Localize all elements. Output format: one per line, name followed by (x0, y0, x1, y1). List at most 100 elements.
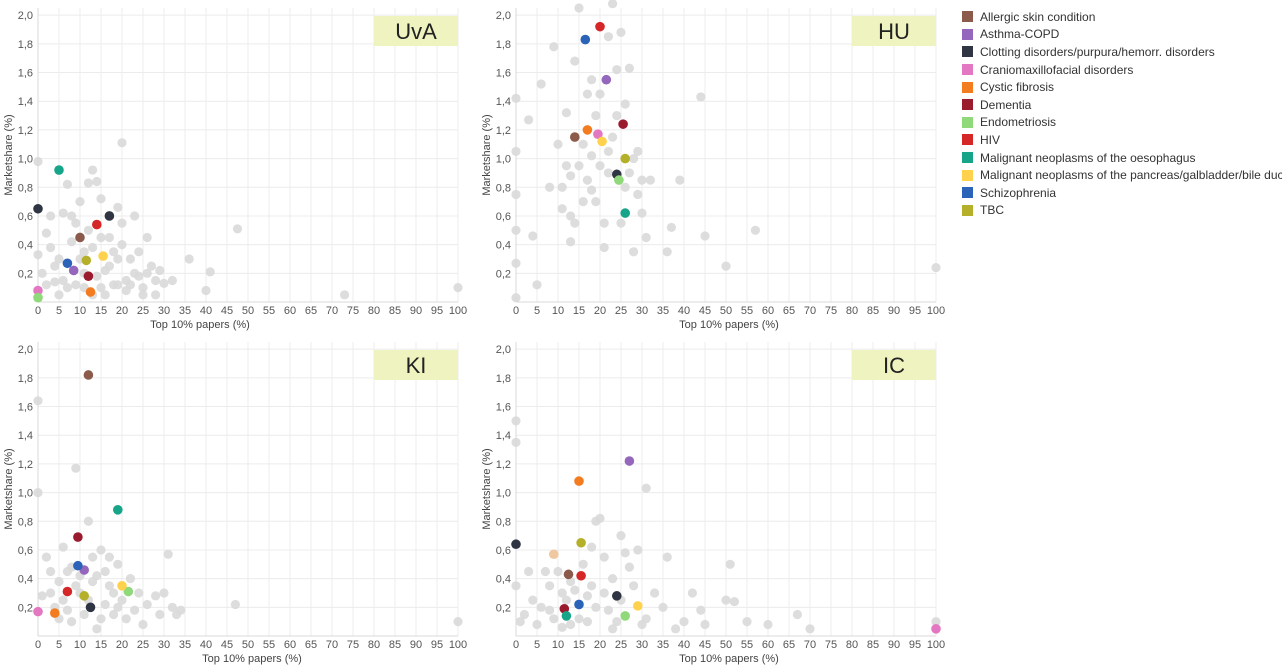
y-tick-label: 1,8 (496, 373, 511, 385)
y-tick-label: 0,6 (496, 211, 511, 223)
x-tick-label: 95 (909, 305, 921, 317)
legend-item[interactable]: TBC (962, 202, 1280, 220)
legend-label: HIV (980, 132, 1001, 147)
background-point (587, 581, 597, 591)
y-tick-label: 1,2 (18, 125, 33, 137)
background-point (578, 139, 588, 149)
x-axis-label: Top 10% papers (%) (150, 319, 250, 331)
highlighted-point (614, 175, 624, 185)
background-point (750, 225, 761, 235)
x-tick-label: 75 (825, 305, 837, 317)
y-tick-label: 1,0 (18, 488, 33, 500)
x-tick-label: 20 (594, 639, 606, 651)
background-point (641, 232, 651, 243)
background-point (633, 545, 643, 555)
legend-item[interactable]: Clotting disorders/purpura/hemorr. disor… (962, 43, 1280, 61)
x-tick-label: 40 (200, 305, 212, 317)
x-tick-label: 20 (594, 305, 606, 317)
background-point (453, 617, 463, 627)
legend-label: Malignant neoplasms of the pancreas/galb… (980, 168, 1282, 183)
x-tick-label: 5 (56, 639, 62, 651)
legend-item[interactable]: Schizophrenia (962, 184, 1280, 202)
x-tick-label: 40 (200, 639, 212, 651)
legend-item[interactable]: Craniomaxillofacial disorders (962, 61, 1280, 79)
background-point (645, 175, 656, 185)
background-point (67, 211, 77, 221)
background-point (88, 165, 98, 175)
background-point (41, 228, 52, 238)
x-tick-label: 100 (927, 639, 945, 651)
background-point (629, 247, 639, 257)
background-point (612, 617, 622, 627)
legend: Allergic skin condition Asthma-COPD Clot… (962, 8, 1282, 220)
background-point (109, 609, 119, 620)
background-point (637, 208, 647, 218)
y-tick-label: 1,0 (18, 154, 33, 166)
legend-item[interactable]: HIV (962, 131, 1280, 149)
x-tick-label: 25 (137, 639, 149, 651)
y-tick-label: 1,8 (496, 39, 511, 51)
legend-swatch (962, 81, 973, 93)
background-point (151, 591, 161, 601)
x-tick-label: 90 (888, 639, 900, 651)
background-point (67, 617, 77, 627)
background-point (96, 283, 106, 293)
x-tick-label: 50 (720, 305, 732, 317)
background-point (230, 599, 240, 610)
legend-item[interactable]: Endometriosis (962, 114, 1280, 132)
legend-item[interactable]: Allergic skin condition (962, 8, 1280, 26)
background-point (528, 231, 538, 241)
x-tick-label: 55 (263, 639, 275, 651)
y-tick-label: 0,8 (18, 182, 33, 194)
background-point (650, 588, 660, 598)
background-point (96, 545, 106, 555)
background-point (109, 588, 119, 598)
y-tick-label: 0,8 (18, 516, 33, 528)
highlighted-point (633, 601, 643, 611)
x-tick-label: 5 (56, 305, 62, 317)
x-tick-label: 35 (657, 639, 669, 651)
y-tick-label: 0,6 (18, 545, 33, 557)
highlighted-point (117, 581, 127, 591)
background-point (146, 261, 156, 271)
legend-label: TBC (980, 203, 1004, 218)
x-tick-label: 80 (846, 305, 858, 317)
y-tick-label: 2,0 (496, 344, 511, 356)
background-point (553, 566, 563, 577)
legend-label: Allergic skin condition (980, 9, 1096, 24)
background-point (578, 559, 588, 569)
background-point (582, 175, 593, 185)
legend-item[interactable]: Malignant neoplasms of the pancreas/galb… (962, 166, 1282, 184)
background-point (50, 277, 60, 287)
background-point (151, 275, 161, 286)
background-point (138, 283, 148, 293)
x-tick-label: 0 (513, 305, 519, 317)
background-point (96, 194, 106, 204)
background-point (566, 576, 576, 587)
background-point (557, 622, 567, 632)
background-point (566, 211, 576, 221)
institution-label: UvA (395, 19, 437, 44)
x-tick-label: 15 (573, 639, 585, 651)
background-point (75, 197, 85, 207)
legend-label: Endometriosis (980, 115, 1057, 130)
background-point (603, 168, 614, 178)
background-point (100, 566, 110, 577)
x-tick-label: 65 (783, 305, 795, 317)
background-point (608, 624, 618, 634)
legend-item[interactable]: Malignant neoplasms of the oesophagus (962, 149, 1280, 167)
legend-item[interactable]: Asthma-COPD (962, 26, 1280, 44)
legend-swatch (962, 46, 973, 58)
legend-label: Malignant neoplasms of the oesophagus (980, 150, 1196, 165)
x-tick-label: 25 (137, 305, 149, 317)
x-tick-label: 50 (720, 639, 732, 651)
background-point (582, 591, 593, 601)
y-tick-label: 1,6 (496, 402, 511, 414)
background-point (50, 261, 60, 271)
background-point (557, 204, 567, 214)
legend-item[interactable]: Cystic fibrosis (962, 78, 1280, 96)
highlighted-point (511, 539, 521, 550)
background-point (570, 218, 580, 228)
legend-item[interactable]: Dementia (962, 96, 1280, 114)
x-tick-label: 95 (909, 639, 921, 651)
